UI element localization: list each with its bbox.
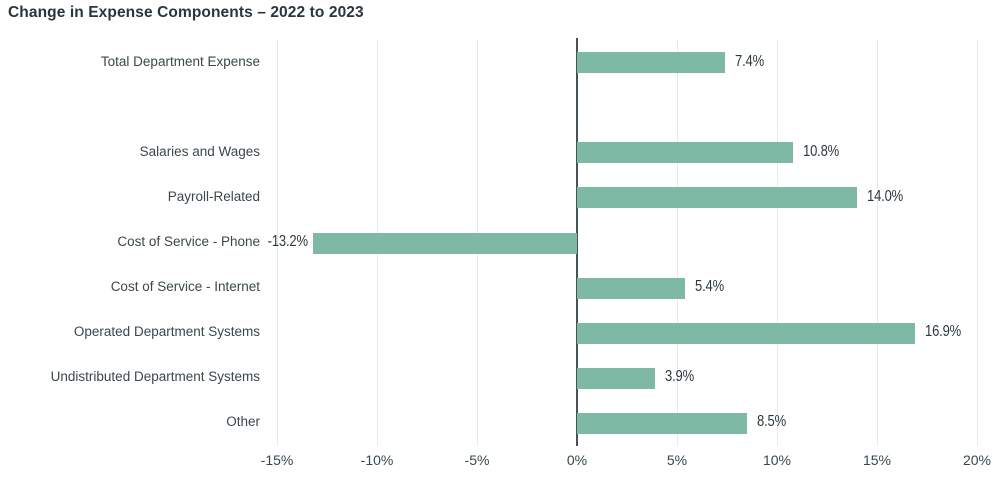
bar-value-label: 14.0% bbox=[867, 187, 904, 205]
category-label: Payroll-Related bbox=[167, 188, 260, 204]
category-label: Cost of Service - Internet bbox=[110, 279, 260, 295]
category-label: Other bbox=[226, 414, 260, 430]
category-label: Salaries and Wages bbox=[139, 143, 260, 159]
gridline bbox=[276, 40, 278, 446]
bar bbox=[313, 232, 577, 254]
category-label: Cost of Service - Phone bbox=[117, 234, 260, 249]
category-label: Undistributed Department Systems bbox=[50, 369, 260, 385]
bar-value-label: 8.5% bbox=[757, 413, 787, 431]
gridline bbox=[876, 40, 878, 446]
chart-title: Change in Expense Components – 2022 to 2… bbox=[8, 4, 364, 21]
x-tick-label: 15% bbox=[862, 452, 892, 468]
bar bbox=[577, 322, 915, 344]
category-label: Operated Department Systems bbox=[73, 324, 260, 340]
x-tick-label: -15% bbox=[260, 452, 294, 468]
category-label: Total Department Expense bbox=[100, 53, 260, 69]
bar-value-label: 5.4% bbox=[695, 278, 725, 296]
bar bbox=[577, 187, 857, 209]
bar-value-label: 10.8% bbox=[803, 142, 840, 160]
bar bbox=[577, 142, 793, 164]
x-tick-label: -10% bbox=[360, 452, 394, 468]
x-tick-label: 20% bbox=[962, 452, 992, 468]
bar bbox=[577, 412, 747, 434]
bar-value-label: -13.2% bbox=[267, 233, 308, 250]
gridline bbox=[676, 40, 678, 446]
x-tick-label: -5% bbox=[464, 452, 490, 468]
zero-axis-line bbox=[576, 38, 578, 446]
bar-value-label: 16.9% bbox=[925, 323, 962, 341]
bar bbox=[577, 52, 725, 74]
bar bbox=[577, 277, 685, 299]
bar-value-label: 3.9% bbox=[665, 368, 695, 386]
x-tick-label: 0% bbox=[566, 452, 588, 468]
bar bbox=[577, 367, 655, 389]
x-tick-label: 5% bbox=[666, 452, 688, 468]
x-tick-label: 10% bbox=[762, 452, 792, 468]
bar-value-label: 7.4% bbox=[735, 52, 765, 70]
gridline bbox=[976, 40, 978, 446]
gridline bbox=[776, 40, 778, 446]
